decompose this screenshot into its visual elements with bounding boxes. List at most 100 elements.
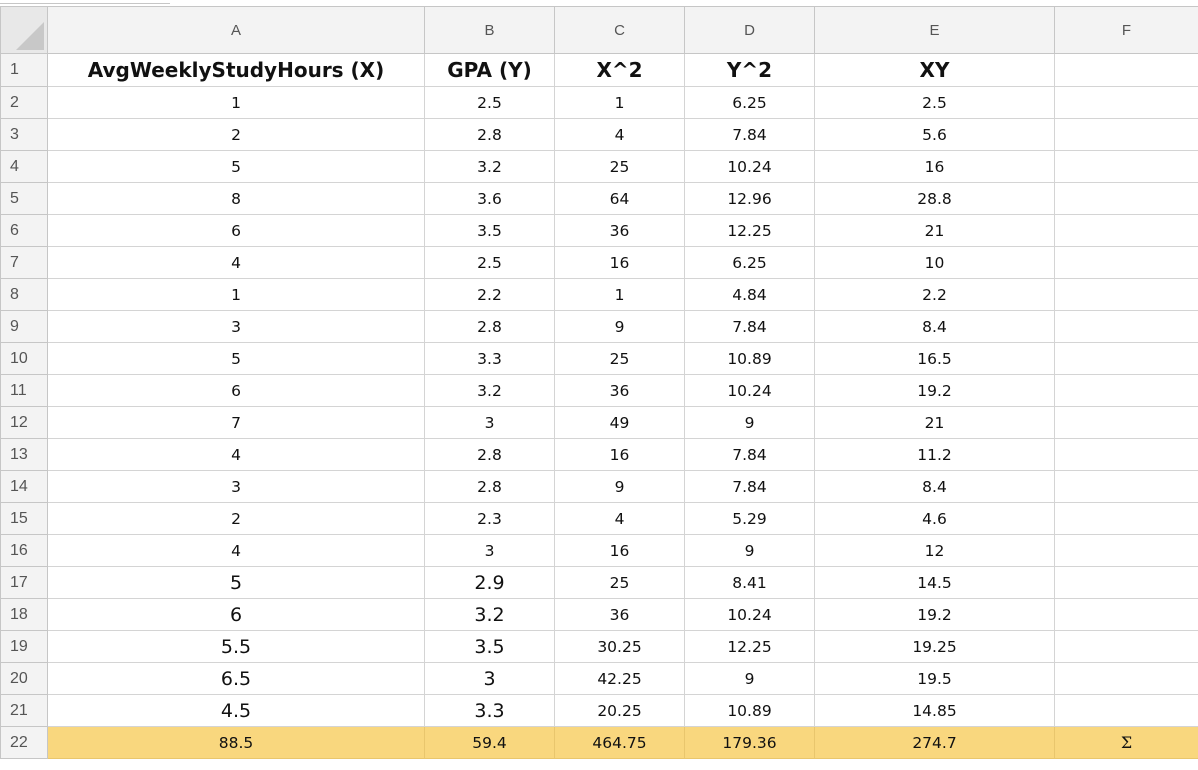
cell-d22[interactable]: 179.36 — [684, 726, 815, 759]
cell-d14[interactable]: 7.84 — [684, 470, 815, 503]
cell-c21[interactable]: 20.25 — [554, 694, 685, 727]
cell-d9[interactable]: 7.84 — [684, 310, 815, 343]
cell-d15[interactable]: 5.29 — [684, 502, 815, 535]
cell-e16[interactable]: 12 — [814, 534, 1055, 567]
cell-f8[interactable] — [1054, 278, 1198, 311]
cell-f15[interactable] — [1054, 502, 1198, 535]
cell-c8[interactable]: 1 — [554, 278, 685, 311]
row-header[interactable]: 22 — [0, 726, 48, 759]
cell-b22[interactable]: 59.4 — [424, 726, 555, 759]
cell-a18[interactable]: 6 — [47, 598, 425, 631]
cell-d10[interactable]: 10.89 — [684, 342, 815, 375]
cell-a21[interactable]: 4.5 — [47, 694, 425, 727]
cell-e12[interactable]: 21 — [814, 406, 1055, 439]
cell-e6[interactable]: 21 — [814, 214, 1055, 247]
cell-b18[interactable]: 3.2 — [424, 598, 555, 631]
cell-b19[interactable]: 3.5 — [424, 630, 555, 663]
cell-f10[interactable] — [1054, 342, 1198, 375]
cell-c19[interactable]: 30.25 — [554, 630, 685, 663]
cell-e1[interactable]: XY — [814, 53, 1055, 87]
cell-a10[interactable]: 5 — [47, 342, 425, 375]
cell-b15[interactable]: 2.3 — [424, 502, 555, 535]
cell-c12[interactable]: 49 — [554, 406, 685, 439]
cell-f14[interactable] — [1054, 470, 1198, 503]
cell-a1[interactable]: AvgWeeklyStudyHours (X) — [47, 53, 425, 87]
row-header[interactable]: 21 — [0, 694, 48, 727]
row-header[interactable]: 20 — [0, 662, 48, 695]
cell-e21[interactable]: 14.85 — [814, 694, 1055, 727]
cell-c6[interactable]: 36 — [554, 214, 685, 247]
cell-a17[interactable]: 5 — [47, 566, 425, 599]
cell-b17[interactable]: 2.9 — [424, 566, 555, 599]
cell-d19[interactable]: 12.25 — [684, 630, 815, 663]
cell-b3[interactable]: 2.8 — [424, 118, 555, 151]
cell-a13[interactable]: 4 — [47, 438, 425, 471]
cell-f7[interactable] — [1054, 246, 1198, 279]
column-header-f[interactable]: F — [1054, 6, 1198, 54]
cell-e20[interactable]: 19.5 — [814, 662, 1055, 695]
cell-a5[interactable]: 8 — [47, 182, 425, 215]
cell-d20[interactable]: 9 — [684, 662, 815, 695]
cell-f18[interactable] — [1054, 598, 1198, 631]
cell-b2[interactable]: 2.5 — [424, 86, 555, 119]
row-header[interactable]: 7 — [0, 246, 48, 279]
cell-b21[interactable]: 3.3 — [424, 694, 555, 727]
row-header[interactable]: 12 — [0, 406, 48, 439]
cell-d5[interactable]: 12.96 — [684, 182, 815, 215]
cell-a14[interactable]: 3 — [47, 470, 425, 503]
cell-a9[interactable]: 3 — [47, 310, 425, 343]
cell-b11[interactable]: 3.2 — [424, 374, 555, 407]
cell-b9[interactable]: 2.8 — [424, 310, 555, 343]
cell-d4[interactable]: 10.24 — [684, 150, 815, 183]
cell-c14[interactable]: 9 — [554, 470, 685, 503]
cell-e3[interactable]: 5.6 — [814, 118, 1055, 151]
cell-f20[interactable] — [1054, 662, 1198, 695]
row-header[interactable]: 3 — [0, 118, 48, 151]
cell-f1[interactable] — [1054, 53, 1198, 87]
cell-e13[interactable]: 11.2 — [814, 438, 1055, 471]
column-header-d[interactable]: D — [684, 6, 815, 54]
cell-a11[interactable]: 6 — [47, 374, 425, 407]
cell-f4[interactable] — [1054, 150, 1198, 183]
row-header[interactable]: 5 — [0, 182, 48, 215]
cell-c10[interactable]: 25 — [554, 342, 685, 375]
cell-b7[interactable]: 2.5 — [424, 246, 555, 279]
row-header[interactable]: 1 — [0, 53, 48, 87]
cell-e2[interactable]: 2.5 — [814, 86, 1055, 119]
cell-b10[interactable]: 3.3 — [424, 342, 555, 375]
cell-b13[interactable]: 2.8 — [424, 438, 555, 471]
cell-d6[interactable]: 12.25 — [684, 214, 815, 247]
row-header[interactable]: 4 — [0, 150, 48, 183]
cell-f2[interactable] — [1054, 86, 1198, 119]
cell-c3[interactable]: 4 — [554, 118, 685, 151]
cell-d8[interactable]: 4.84 — [684, 278, 815, 311]
cell-c1[interactable]: X^2 — [554, 53, 685, 87]
cell-c15[interactable]: 4 — [554, 502, 685, 535]
row-header[interactable]: 16 — [0, 534, 48, 567]
cell-b16[interactable]: 3 — [424, 534, 555, 567]
cell-a15[interactable]: 2 — [47, 502, 425, 535]
row-header[interactable]: 10 — [0, 342, 48, 375]
cell-c11[interactable]: 36 — [554, 374, 685, 407]
cell-d12[interactable]: 9 — [684, 406, 815, 439]
cell-c7[interactable]: 16 — [554, 246, 685, 279]
cell-a4[interactable]: 5 — [47, 150, 425, 183]
cell-e15[interactable]: 4.6 — [814, 502, 1055, 535]
column-header-c[interactable]: C — [554, 6, 685, 54]
cell-f19[interactable] — [1054, 630, 1198, 663]
cell-c16[interactable]: 16 — [554, 534, 685, 567]
row-header[interactable]: 8 — [0, 278, 48, 311]
cell-c9[interactable]: 9 — [554, 310, 685, 343]
cell-e22[interactable]: 274.7 — [814, 726, 1055, 759]
cell-a12[interactable]: 7 — [47, 406, 425, 439]
column-header-a[interactable]: A — [47, 6, 425, 54]
cell-a20[interactable]: 6.5 — [47, 662, 425, 695]
cell-c4[interactable]: 25 — [554, 150, 685, 183]
cell-a16[interactable]: 4 — [47, 534, 425, 567]
row-header[interactable]: 11 — [0, 374, 48, 407]
cell-d17[interactable]: 8.41 — [684, 566, 815, 599]
cell-a19[interactable]: 5.5 — [47, 630, 425, 663]
cell-e14[interactable]: 8.4 — [814, 470, 1055, 503]
cell-b14[interactable]: 2.8 — [424, 470, 555, 503]
cell-e9[interactable]: 8.4 — [814, 310, 1055, 343]
